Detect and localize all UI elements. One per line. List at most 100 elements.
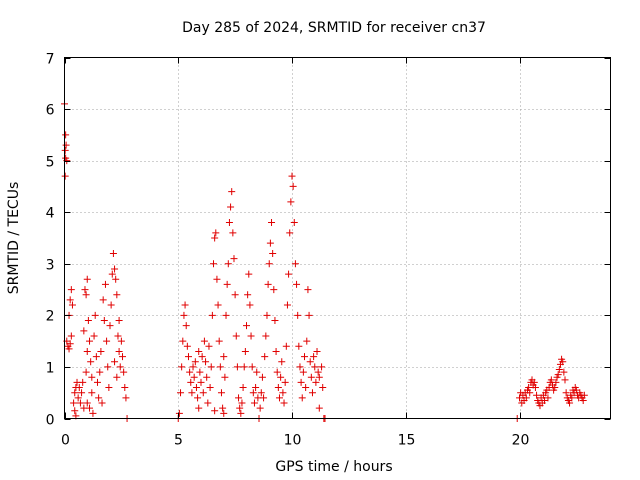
data-point: [220, 353, 228, 361]
data-point: [559, 358, 567, 366]
data-point: [217, 389, 225, 397]
data-point: [222, 311, 230, 319]
data-point: [108, 270, 116, 278]
data-point: [71, 407, 79, 415]
data-point: [299, 368, 307, 376]
data-point: [86, 404, 94, 412]
data-point: [312, 378, 320, 386]
data-point: [282, 342, 290, 350]
data-point: [232, 332, 240, 340]
data-point: [568, 394, 576, 402]
x-axis-label: GPS time / hours: [275, 459, 392, 475]
data-point: [98, 399, 106, 407]
data-point: [225, 219, 233, 227]
data-point: [120, 368, 128, 376]
data-point: [74, 394, 82, 402]
data-point: [111, 265, 119, 273]
data-point: [265, 260, 273, 268]
data-point: [286, 229, 294, 237]
x-tick-label: 0: [61, 433, 70, 449]
x-tick-label: 20: [512, 433, 530, 449]
data-point: [117, 337, 125, 345]
data-point: [82, 368, 90, 376]
data-point: [191, 358, 199, 366]
data-point: [206, 384, 214, 392]
data-point: [288, 172, 296, 180]
data-point: [561, 376, 569, 384]
x-tick-label: 10: [284, 433, 302, 449]
data-point: [243, 322, 250, 330]
data-point: [262, 332, 270, 340]
data-point: [210, 260, 218, 268]
data-point: [295, 342, 303, 350]
data-point: [121, 384, 129, 392]
data-point: [237, 409, 245, 417]
data-point: [111, 358, 119, 366]
data-point: [66, 340, 74, 348]
data-point: [298, 394, 306, 402]
data-point: [106, 322, 114, 330]
data-point: [526, 389, 534, 397]
data-point: [195, 404, 203, 412]
data-point: [216, 363, 224, 371]
data-point: [256, 404, 264, 412]
data-point: [249, 389, 257, 397]
data-point: [179, 337, 187, 345]
data-point: [190, 373, 198, 381]
data-point: [273, 368, 281, 376]
data-point: [297, 378, 305, 386]
data-point: [86, 337, 94, 345]
data-point: [200, 337, 208, 345]
data-point: [318, 363, 326, 371]
data-point: [263, 311, 271, 319]
y-tick-label: 7: [46, 52, 55, 68]
data-point: [281, 378, 289, 386]
data-point: [293, 280, 301, 288]
data-point: [579, 396, 587, 404]
data-point: [221, 373, 229, 381]
data-point: [196, 368, 204, 376]
data-point: [223, 280, 231, 288]
data-point: [285, 270, 293, 278]
data-point: [566, 399, 574, 407]
data-point: [115, 317, 123, 325]
data-point: [311, 363, 319, 371]
data-point: [215, 337, 223, 345]
data-point: [252, 384, 260, 392]
data-point: [261, 353, 269, 361]
data-point: [90, 332, 98, 340]
data-point: [182, 322, 190, 330]
data-point: [268, 219, 276, 227]
data-point: [122, 394, 130, 402]
y-tick-label: 4: [46, 206, 55, 222]
data-point: [319, 384, 327, 392]
data-point: [75, 384, 83, 392]
data-point: [92, 353, 100, 361]
data-point: [266, 239, 274, 247]
data-point: [279, 389, 287, 397]
data-point: [83, 275, 91, 283]
data-point: [207, 363, 215, 371]
data-point: [303, 337, 311, 345]
data-point: [88, 373, 96, 381]
data-point: [552, 378, 560, 386]
data-point: [214, 301, 222, 309]
data-point: [290, 219, 298, 227]
data-point: [307, 373, 315, 381]
axes: 0 5 10 15 20 0 1 2 3 4 5 6 7: [46, 52, 611, 449]
data-point: [203, 373, 211, 381]
data-point: [199, 389, 207, 397]
data-point: [305, 311, 313, 319]
data-point: [522, 394, 530, 402]
data-point: [101, 280, 109, 288]
data-point: [67, 332, 75, 340]
data-point: [213, 275, 221, 283]
data-point: [533, 391, 541, 399]
data-point: [283, 301, 291, 309]
data-point: [180, 311, 188, 319]
data-point: [104, 363, 112, 371]
data-point: [115, 347, 123, 355]
data-point: [231, 291, 239, 299]
y-tick-label: 3: [46, 258, 55, 274]
data-point: [195, 347, 203, 355]
